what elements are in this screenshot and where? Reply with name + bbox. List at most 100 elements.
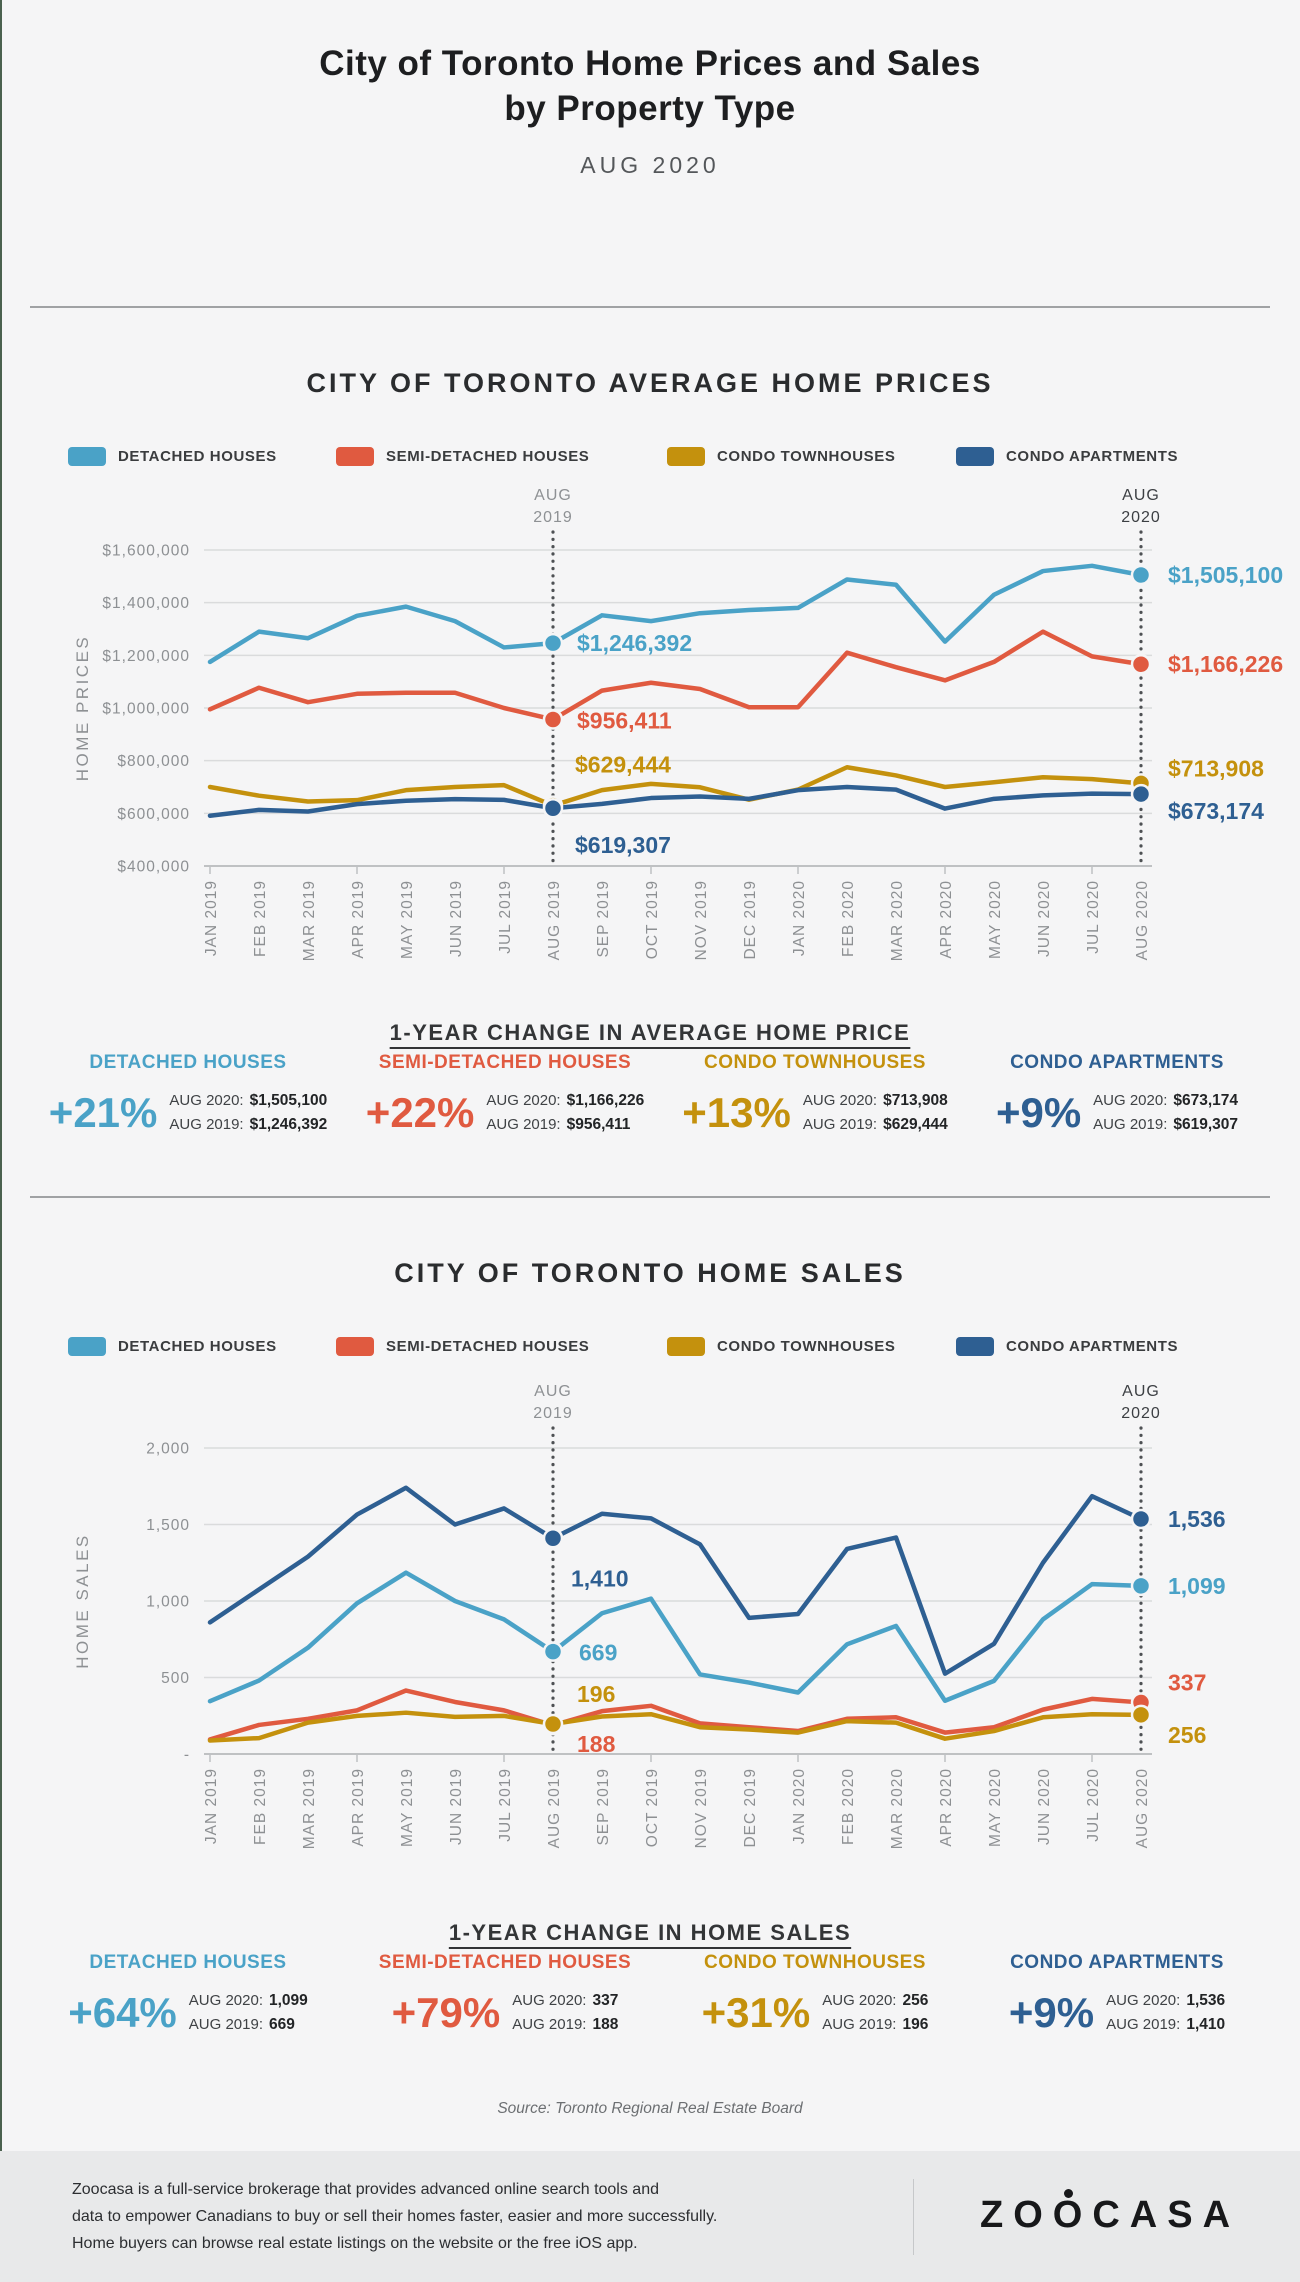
svg-text:MAY 2020: MAY 2020: [987, 1768, 1004, 1847]
sales-change-condo-apartments: CONDO APARTMENTS +9% AUG 2020: 1,536 AUG …: [962, 1952, 1272, 2035]
change-percent: +79%: [391, 1988, 501, 2036]
svg-text:AUG: AUG: [534, 1383, 572, 1400]
svg-text:1,410: 1,410: [571, 1565, 629, 1591]
svg-text:196: 196: [577, 1681, 615, 1707]
change-row: AUG 2020: 1,536: [1106, 1992, 1226, 2009]
sales-change-condo-townhouses: CONDO TOWNHOUSES +31% AUG 2020: 256 AUG 2…: [660, 1952, 970, 2035]
svg-text:FEB 2019: FEB 2019: [252, 880, 269, 957]
svg-text:JAN 2020: JAN 2020: [791, 1768, 808, 1844]
svg-text:1,500: 1,500: [146, 1517, 190, 1534]
logo-dot-icon: [1064, 2189, 1073, 2198]
svg-text:AUG 2020: AUG 2020: [1134, 1768, 1151, 1848]
legend-chip-semi-detached: [336, 1336, 374, 1356]
svg-text:$1,246,392: $1,246,392: [577, 630, 692, 656]
svg-text:2019: 2019: [533, 509, 573, 526]
legend-chip-detached: [68, 446, 106, 466]
change-percent: +31%: [701, 1988, 811, 2036]
svg-text:AUG 2020: AUG 2020: [1134, 880, 1151, 960]
legend-chip-condo-townhouses: [667, 1336, 705, 1356]
svg-text:DEC 2019: DEC 2019: [742, 1768, 759, 1848]
svg-text:NOV 2019: NOV 2019: [693, 880, 710, 960]
legend-item-semi-detached: SEMI-DETACHED HOUSES: [336, 1336, 589, 1356]
change-percent: +64%: [68, 1988, 177, 2036]
change-percent: +13%: [682, 1088, 791, 1136]
change-heading: DETACHED HOUSES: [89, 1052, 287, 1073]
change-row: AUG 2020: $1,166,226: [486, 1092, 645, 1109]
svg-text:$1,166,226: $1,166,226: [1168, 651, 1283, 677]
change-row: AUG 2019: 188: [512, 2016, 619, 2033]
svg-text:1,536: 1,536: [1168, 1506, 1226, 1532]
svg-text:OCT 2019: OCT 2019: [644, 880, 661, 959]
prices-change-condo-apartments: CONDO APARTMENTS +9% AUG 2020: $673,174 A…: [962, 1052, 1272, 1135]
change-heading: CONDO APARTMENTS: [1010, 1052, 1224, 1073]
prices-change-detached: DETACHED HOUSES +21% AUG 2020: $1,505,100…: [33, 1052, 343, 1135]
svg-text:1,000: 1,000: [146, 1594, 190, 1611]
svg-text:JUN 2019: JUN 2019: [448, 1768, 465, 1845]
change-heading: DETACHED HOUSES: [89, 1952, 287, 1973]
change-row: AUG 2019: 1,410: [1106, 2016, 1226, 2033]
svg-text:MAY 2020: MAY 2020: [987, 880, 1004, 959]
sales-chart: - 500 1,000 1,500 2,000 JAN 2019 FEB 2019 MAR 2…: [73, 1383, 1226, 1849]
svg-text:SEP 2019: SEP 2019: [595, 880, 612, 958]
change-row: AUG 2019: 196: [822, 2016, 929, 2033]
change-row: AUG 2020: $673,174: [1093, 1092, 1239, 1109]
change-heading: CONDO APARTMENTS: [1010, 1952, 1224, 1973]
svg-text:JUL 2020: JUL 2020: [1085, 880, 1102, 954]
legend-label-semi-detached: SEMI-DETACHED HOUSES: [386, 1337, 590, 1355]
svg-text:SEP 2019: SEP 2019: [595, 1768, 612, 1846]
svg-text:$619,307: $619,307: [575, 832, 671, 858]
svg-text:AUG 2019: AUG 2019: [546, 880, 563, 960]
sales-change-detached: DETACHED HOUSES +64% AUG 2020: 1,099 AUG …: [33, 1952, 343, 2035]
legend-item-condo-apartments: CONDO APARTMENTS: [956, 1336, 1178, 1356]
svg-text:$600,000: $600,000: [117, 806, 190, 823]
svg-text:$956,411: $956,411: [577, 707, 672, 733]
legend-item-detached: DETACHED HOUSES: [68, 1336, 277, 1356]
svg-text:1,099: 1,099: [1168, 1573, 1226, 1599]
change-heading: CONDO TOWNHOUSES: [704, 1952, 926, 1973]
change-row: AUG 2020: 256: [822, 1992, 929, 2009]
svg-text:$713,908: $713,908: [1168, 755, 1264, 781]
svg-text:APR 2019: APR 2019: [350, 880, 367, 959]
page-title-line2: by Property Type: [504, 89, 796, 128]
svg-text:FEB 2019: FEB 2019: [252, 1768, 269, 1845]
svg-text:AUG: AUG: [1122, 1383, 1160, 1400]
zoocasa-logo: ZO OCASA: [980, 2189, 1240, 2237]
svg-text:APR 2020: APR 2020: [938, 1768, 955, 1847]
svg-text:MAR 2019: MAR 2019: [301, 880, 318, 961]
legend-item-detached: DETACHED HOUSES: [68, 446, 277, 466]
change-row: AUG 2020: $1,505,100: [169, 1092, 328, 1109]
svg-text:MAY 2019: MAY 2019: [399, 880, 416, 959]
svg-text:JUL 2019: JUL 2019: [497, 1768, 514, 1842]
change-percent: +21%: [48, 1088, 158, 1136]
section-divider: [30, 1196, 1270, 1198]
svg-text:JUL 2020: JUL 2020: [1085, 1768, 1102, 1842]
change-row: AUG 2020: 1,099: [188, 1992, 308, 2009]
change-row: AUG 2020: $713,908: [802, 1092, 948, 1109]
change-row: AUG 2019: $629,444: [802, 1116, 948, 1133]
change-row: AUG 2020: 337: [512, 1992, 619, 2009]
svg-text:MAY 2019: MAY 2019: [399, 1768, 416, 1847]
change-heading: CONDO TOWNHOUSES: [704, 1052, 926, 1073]
svg-text:$800,000: $800,000: [117, 753, 190, 770]
change-percent: +9%: [995, 1088, 1082, 1136]
svg-text:AUG: AUG: [1122, 487, 1160, 504]
svg-text:JAN 2020: JAN 2020: [791, 880, 808, 956]
legend-chip-semi-detached: [336, 446, 374, 466]
footer-description: Zoocasa is a full-service brokerage that…: [72, 2181, 718, 2252]
svg-text:$1,400,000: $1,400,000: [102, 595, 190, 612]
change-row: AUG 2019: 669: [188, 2016, 295, 2033]
legend-chip-condo-apartments: [956, 446, 994, 466]
svg-text:APR 2020: APR 2020: [938, 880, 955, 959]
legend-item-semi-detached: SEMI-DETACHED HOUSES: [336, 446, 589, 466]
svg-text:256: 256: [1168, 1722, 1206, 1748]
svg-text:MAR 2020: MAR 2020: [889, 1768, 906, 1849]
prices-chart: $400,000 $600,000 $800,000 $1,000,000 $1,200…: [73, 487, 1283, 961]
svg-text:$629,444: $629,444: [575, 752, 671, 778]
svg-text:JUN 2019: JUN 2019: [448, 880, 465, 957]
svg-text:DEC 2019: DEC 2019: [742, 880, 759, 960]
legend-label-detached: DETACHED HOUSES: [118, 1337, 277, 1355]
prices-change-title: 1-YEAR CHANGE IN AVERAGE HOME PRICE: [389, 1020, 911, 1045]
svg-text:337: 337: [1168, 1669, 1206, 1695]
svg-text:JAN 2019: JAN 2019: [203, 1768, 220, 1844]
svg-text:$1,000,000: $1,000,000: [102, 701, 190, 718]
